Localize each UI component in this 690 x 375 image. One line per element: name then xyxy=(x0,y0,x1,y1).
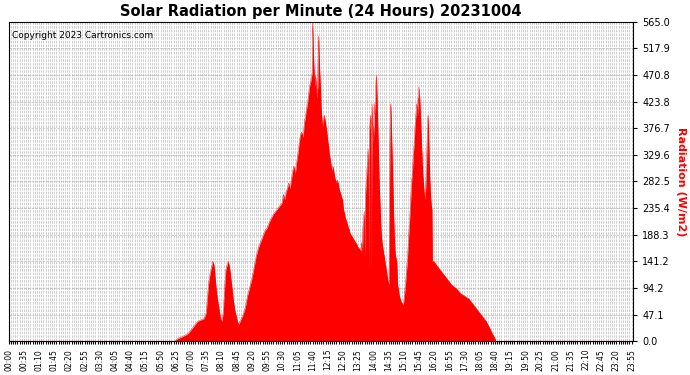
Title: Solar Radiation per Minute (24 Hours) 20231004: Solar Radiation per Minute (24 Hours) 20… xyxy=(120,4,522,19)
Y-axis label: Radiation (W/m2): Radiation (W/m2) xyxy=(676,127,686,236)
Text: Copyright 2023 Cartronics.com: Copyright 2023 Cartronics.com xyxy=(12,31,153,40)
